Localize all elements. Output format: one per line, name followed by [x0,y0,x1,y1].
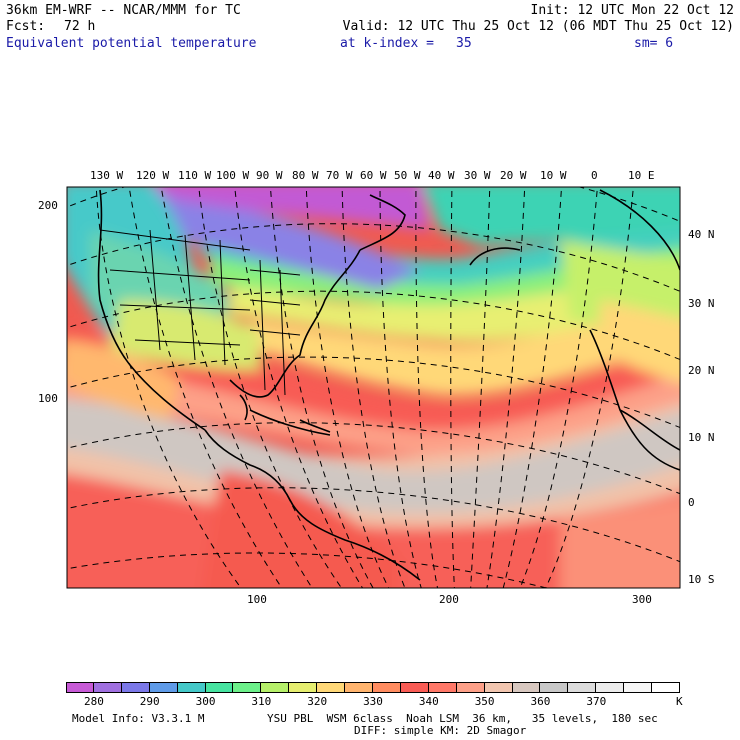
forecast-label: Fcst: [6,19,46,34]
colorbar-tick-label: 310 [251,695,272,708]
grid-x-label: 300 [632,593,652,606]
colorbar-tick-label: 340 [418,695,439,708]
valid-time: Valid: 12 UTC Thu 25 Oct 12 (06 MDT Thu … [342,19,734,34]
colorbar-tick-label: 330 [363,695,383,708]
colorbar-swatch [484,682,513,693]
lon-label: 50 W [394,169,421,182]
lat-label: 20 N [688,364,715,377]
model-title: 36km EM-WRF -- NCAR/MMM for TC [6,3,241,18]
colorbar-unit: K [676,695,683,708]
colorbar-frame [66,682,680,693]
colorbar-swatch [373,682,401,693]
lon-label: 100 W [216,169,250,182]
colorbar-swatch [93,682,122,693]
lon-label: 90 W [256,169,283,182]
colorbar-tick-label: 320 [307,695,328,708]
colorbar-tick-label: 300 [195,695,216,708]
colorbar-swatch [317,682,346,693]
colorbar-tick-label: 280 [83,695,104,708]
grid-x-label: 200 [439,593,459,606]
temperature-field [67,187,680,588]
physics-line-1: YSU PBL WSM 6class Noah LSM 36 km, 35 le… [267,712,658,725]
level-text: at k-index = [340,36,434,51]
lat-label: 40 N [688,228,715,241]
colorbar-swatch [400,682,429,693]
model-info: Model Info: V3.3.1 M [72,712,205,725]
lat-label: 30 N [688,297,715,310]
grid-x-label: 100 [247,593,267,606]
lat-label: 0 [688,496,695,509]
lon-label: 10 E [628,169,655,182]
colorbar-tick-label: 360 [530,695,551,708]
field-name: Equivalent potential temperature [6,36,257,51]
physics-line-2: DIFF: simple KM: 2D Smagor [354,724,527,737]
smoothing-label: sm= 6 [634,36,674,51]
colorbar-swatch [456,682,485,693]
lon-label: 30 W [464,169,491,182]
init-time: Init: 12 UTC Mon 22 Oct 12 [530,3,735,18]
lon-label: 40 W [428,169,455,182]
colorbar-tick-label: 370 [586,695,607,708]
colorbar-swatch [149,682,178,693]
colorbar-swatch [540,682,569,693]
colorbar-swatch [261,682,290,693]
colorbar-tick-label: 350 [474,695,495,708]
colorbar-tick-label: 290 [139,695,160,708]
forecast-hours: 72 h [64,19,96,34]
lat-label: 10 N [688,431,715,444]
colorbar-swatch [624,682,653,693]
colorbar-swatch [512,682,541,693]
state-boundaries [99,229,301,396]
colorbar-swatch [428,682,457,693]
lon-label: 20 W [500,169,527,182]
lon-label: 10 W [540,169,567,182]
colorbar-swatch [66,682,94,693]
colorbar-swatch [233,682,262,693]
lon-label: 120 W [136,169,170,182]
lon-label: 70 W [326,169,353,182]
grid-y-label: 200 [38,199,58,212]
lon-label: 0 [591,169,598,182]
colorbar-swatch [177,682,206,693]
colorbar-swatch [289,682,318,693]
grid-y-label: 100 [38,392,58,405]
lat-label: 10 S [688,573,715,586]
coastlines [97,189,680,581]
colorbar-swatch [121,682,150,693]
level-value: 35 [456,36,472,51]
lon-label: 130 W [90,169,124,182]
lon-label: 110 W [178,169,212,182]
colorbar-swatch [568,682,597,693]
colorbar-swatch [205,682,234,693]
colorbar-swatch [596,682,625,693]
lon-label: 80 W [292,169,319,182]
colorbar-swatch [345,682,373,693]
map-frame [66,186,681,589]
lon-label: 60 W [360,169,387,182]
